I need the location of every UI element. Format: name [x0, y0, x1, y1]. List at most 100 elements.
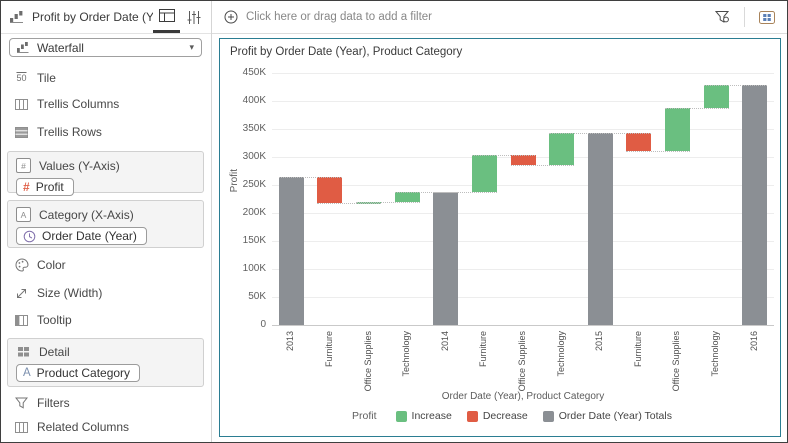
waterfall-connector-line: [703, 84, 768, 86]
drop-target-related-columns[interactable]: Related Columns: [14, 417, 129, 437]
waterfall-bar[interactable]: [471, 155, 497, 192]
waterfall-bar[interactable]: [742, 84, 768, 325]
drop-target-trellis-columns[interactable]: Trellis Columns: [14, 94, 119, 114]
x-axis-line: [272, 325, 774, 326]
drop-target-label: Related Columns: [37, 420, 130, 434]
legend-item[interactable]: Decrease: [466, 410, 528, 422]
waterfall-bar[interactable]: [510, 155, 536, 166]
legend-item[interactable]: Order Date (Year) Totals: [542, 410, 672, 422]
tooltip-icon: [14, 314, 29, 326]
add-filter-prompt[interactable]: Click here or drag data to add a filter: [246, 11, 433, 23]
filter-settings-icon[interactable]: [715, 10, 730, 24]
waterfall-bar[interactable]: [356, 201, 382, 204]
y-tick-label: 250K: [242, 179, 266, 190]
y-tick-label: 0: [260, 319, 266, 330]
values-axis-icon: #: [16, 158, 31, 173]
grammar-panel-icon: [158, 9, 175, 22]
drop-target-label: Size (Width): [37, 286, 103, 300]
funnel-icon: [14, 397, 29, 409]
trellis-rows-icon: [14, 126, 29, 138]
pill-label: Profit: [35, 180, 64, 194]
drop-target-label: Filters: [37, 396, 70, 410]
canvas-layout-grid-icon[interactable]: [759, 10, 775, 24]
legend-items: Increase Decrease Order Date (Year) Totals: [395, 410, 672, 422]
x-tick-label: 2015: [594, 331, 605, 352]
waterfall-connector-line: [549, 132, 613, 134]
tab-grammar-panel[interactable]: [153, 1, 180, 33]
drop-zone-values-y-axis[interactable]: # Values (Y-Axis) # Profit: [7, 151, 204, 196]
trellis-columns-icon: [14, 98, 29, 110]
pill-product-category[interactable]: A Product Category: [16, 364, 141, 382]
viz-type-value: Waterfall: [37, 40, 84, 55]
x-tick-label: Technology: [710, 331, 721, 377]
drop-target-filters[interactable]: Filters: [14, 393, 70, 413]
clock-icon: [23, 230, 36, 243]
waterfall-connector-line: [356, 201, 420, 203]
drop-zone-category-x-axis[interactable]: A Category (X-Axis) Order Date (Year): [7, 200, 204, 248]
waterfall-connector-line: [394, 191, 459, 193]
waterfall-bar[interactable]: [664, 108, 690, 151]
x-tick-label: Office Supplies: [517, 331, 527, 392]
gridline: [272, 241, 774, 242]
drop-target-tile[interactable]: 50 Tile: [14, 68, 55, 88]
waterfall-bar[interactable]: [626, 132, 652, 151]
pill-profit[interactable]: # Profit: [16, 178, 74, 196]
pill-order-date-year[interactable]: Order Date (Year): [16, 227, 147, 245]
chevron-down-icon: ▾: [189, 42, 194, 52]
waterfall-bar[interactable]: [394, 191, 420, 202]
x-tick-label: 2013: [285, 331, 296, 352]
resize-diagonal-icon: [14, 287, 29, 300]
grammar-sidebar: Profit by Order Date (Year), Pr... Water…: [1, 1, 212, 442]
settings-sliders-icon: [187, 10, 201, 24]
divider: [744, 7, 745, 27]
x-tick-label: Office Supplies: [671, 331, 682, 392]
x-tick-label: Furniture: [323, 331, 334, 368]
drop-target-label: Trellis Columns: [37, 97, 120, 111]
x-tick-label: 2016: [748, 331, 759, 352]
gridline: [272, 73, 774, 74]
waterfall-bar[interactable]: [278, 176, 304, 325]
drop-zone-label: Values (Y-Axis): [39, 158, 120, 173]
waterfall-connector-line: [317, 203, 382, 205]
y-tick-label: 300K: [242, 151, 266, 162]
measure-hash-icon: #: [23, 180, 30, 194]
add-filter-plus-icon[interactable]: [224, 10, 238, 24]
drop-target-tooltip[interactable]: Tooltip: [14, 310, 72, 330]
waterfall-bar[interactable]: [703, 84, 729, 109]
legend-swatch: [395, 410, 407, 422]
pill-label: Order Date (Year): [42, 229, 137, 243]
waterfall-bar[interactable]: [549, 132, 575, 166]
waterfall-chart-panel[interactable]: Profit by Order Date (Year), Product Cat…: [219, 38, 781, 437]
drop-target-color[interactable]: Color: [14, 255, 66, 275]
y-tick-label: 100K: [242, 263, 266, 274]
drop-target-label: Color: [37, 258, 66, 272]
attribute-text-icon: A: [23, 367, 31, 379]
gridline: [272, 213, 774, 214]
tab-properties[interactable]: [180, 1, 207, 33]
y-tick-label: 150K: [242, 235, 266, 246]
legend-label: Increase: [411, 410, 452, 422]
drop-target-trellis-rows[interactable]: Trellis Rows: [14, 122, 102, 142]
drop-target-size-width[interactable]: Size (Width): [14, 283, 102, 303]
gridline: [272, 297, 774, 298]
legend-item[interactable]: Increase: [395, 410, 452, 422]
drop-zone-label: Detail: [39, 345, 70, 359]
waterfall-bar[interactable]: [587, 132, 613, 325]
gridline: [272, 101, 774, 102]
drop-zone-detail[interactable]: Detail A Product Category: [7, 338, 204, 387]
waterfall-connector-line: [626, 150, 690, 152]
category-axis-icon: A: [16, 207, 31, 222]
legend-label: Order Date (Year) Totals: [558, 410, 672, 422]
y-tick-label: 400K: [242, 95, 266, 106]
legend-swatch: [466, 410, 478, 422]
waterfall-bar[interactable]: [433, 191, 459, 325]
gridline: [272, 185, 774, 186]
x-tick-label: Furniture: [478, 331, 489, 368]
drop-target-label: Trellis Rows: [37, 125, 102, 139]
y-tick-label: 50K: [248, 291, 266, 302]
sidebar-header: Profit by Order Date (Year), Pr...: [1, 1, 211, 34]
waterfall-bar[interactable]: [317, 176, 343, 204]
viz-type-dropdown[interactable]: Waterfall ▾: [9, 38, 202, 57]
drop-target-label: Tooltip: [37, 313, 72, 327]
waterfall-connector-line: [510, 165, 575, 167]
